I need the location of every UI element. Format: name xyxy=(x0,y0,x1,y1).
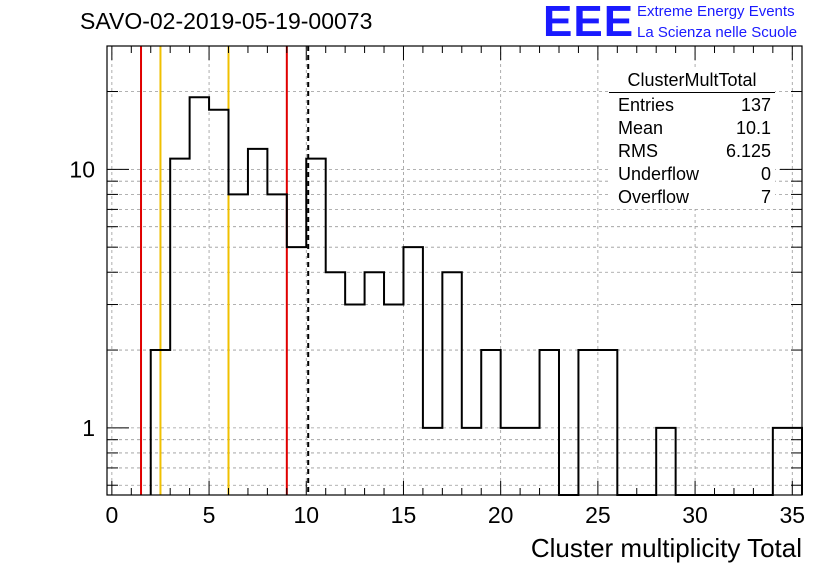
histogram-series xyxy=(149,96,803,496)
histogram-bin xyxy=(365,272,384,495)
histogram-bin xyxy=(403,247,422,495)
stats-label: Mean xyxy=(618,118,664,138)
stats-row-rms: RMS 6.125 xyxy=(609,140,775,163)
histogram-bin xyxy=(540,350,559,495)
axis-ticks xyxy=(107,45,802,495)
y-tick-label: 1 xyxy=(82,415,95,441)
histogram-bin xyxy=(248,149,267,495)
histogram-bin xyxy=(442,272,461,495)
stats-row-underflow: Underflow 0 xyxy=(609,163,775,186)
stats-row-overflow: Overflow 7 xyxy=(609,186,775,209)
histogram-bin xyxy=(578,350,597,495)
stats-box: ClusterMultTotal Entries 137 Mean 10.1 RMS… xyxy=(609,70,775,209)
stats-row-entries: Entries 137 xyxy=(609,94,775,117)
x-tick-label: 20 xyxy=(488,502,514,528)
run-title: SAVO-02-2019-05-19-00073 xyxy=(80,8,373,34)
stats-label: Underflow xyxy=(618,164,700,184)
eee-logo: EEE xyxy=(543,0,635,46)
histogram-bin xyxy=(462,428,481,495)
logo-text-line2: La Scienza nelle Scuole xyxy=(637,24,798,41)
stats-label: Overflow xyxy=(618,187,690,207)
tick-labels: 0 5 10 15 20 25 30 35 1 10 xyxy=(69,156,805,528)
histogram-bin xyxy=(209,110,228,495)
x-tick-label: 5 xyxy=(203,502,216,528)
stats-value: 6.125 xyxy=(725,141,771,161)
histogram-bin xyxy=(229,194,248,495)
histogram-bin xyxy=(345,305,364,495)
histogram-outline xyxy=(149,96,803,496)
stats-value: 137 xyxy=(740,95,771,115)
x-tick-label: 35 xyxy=(779,502,805,528)
y-tick-label: 10 xyxy=(69,156,95,182)
x-tick-label: 25 xyxy=(585,502,611,528)
x-tick-label: 15 xyxy=(391,502,417,528)
histogram-bin xyxy=(481,350,500,495)
stats-row-mean: Mean 10.1 xyxy=(609,117,775,140)
stats-value: 7 xyxy=(760,187,771,207)
histogram-bin xyxy=(384,305,403,495)
histogram-bin xyxy=(267,194,286,495)
logo-text-line1: Extreme Energy Events xyxy=(637,3,795,20)
stats-label: Entries xyxy=(618,95,675,115)
histogram-bin xyxy=(598,350,617,495)
x-tick-label: 0 xyxy=(105,502,118,528)
histogram-bin xyxy=(287,247,306,495)
x-axis-label: Cluster multiplicity Total xyxy=(530,533,802,563)
histogram-bin xyxy=(190,97,209,495)
x-tick-label: 30 xyxy=(682,502,708,528)
stats-label: RMS xyxy=(618,141,658,161)
plot-frame xyxy=(106,45,803,496)
stats-title: ClusterMultTotal xyxy=(609,70,775,93)
x-tick-label: 10 xyxy=(293,502,319,528)
stats-value: 0 xyxy=(760,164,771,184)
stats-value: 10.1 xyxy=(735,118,771,138)
histogram-bin xyxy=(326,272,345,495)
